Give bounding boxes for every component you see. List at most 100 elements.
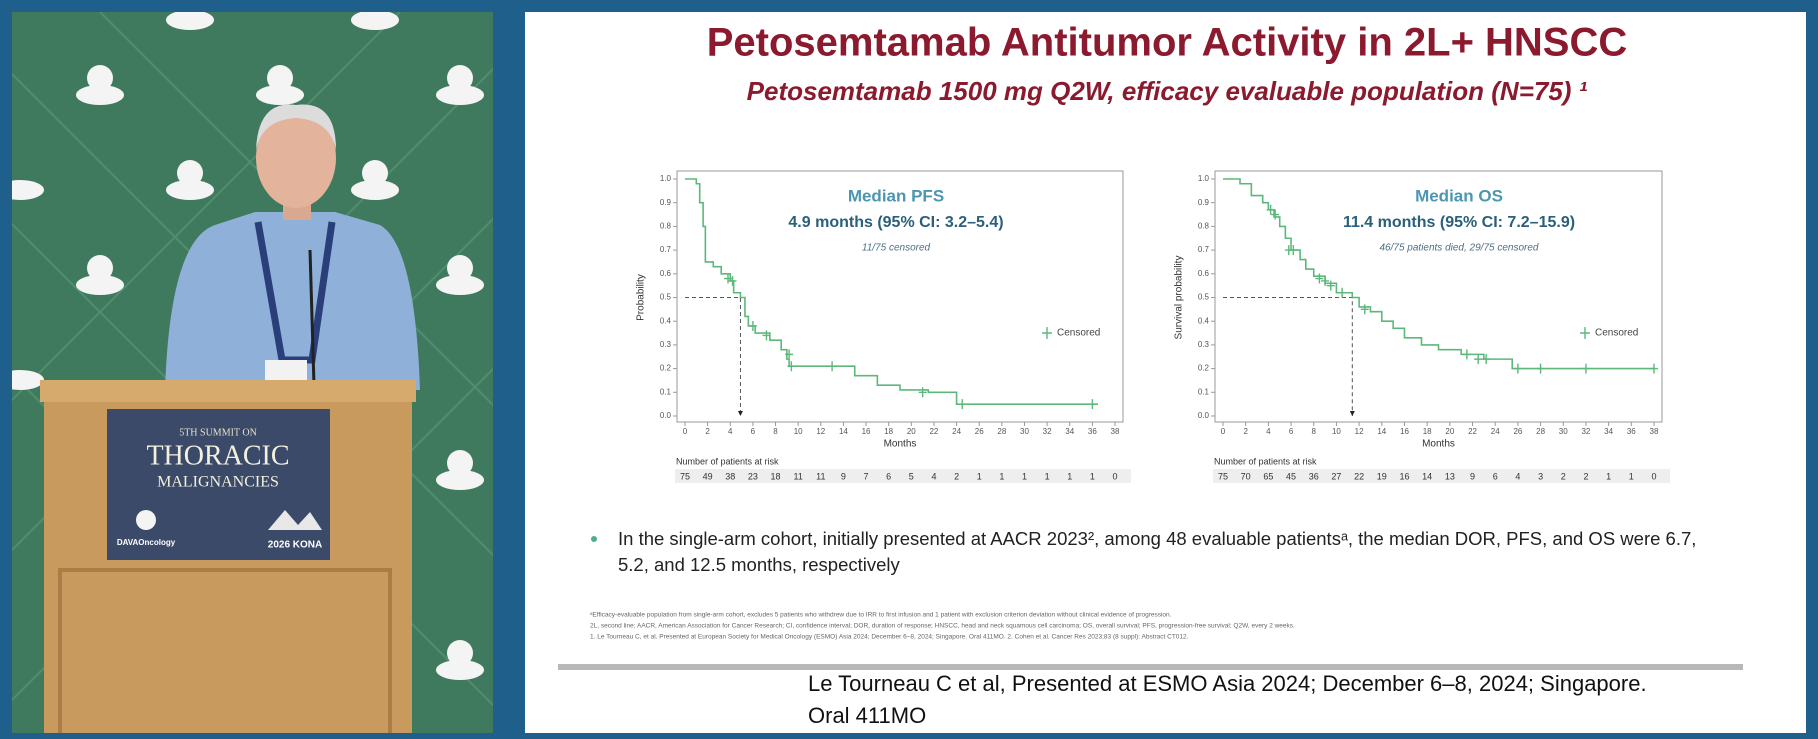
median-estimate: 4.9 months (95% CI: 3.2–5.4) <box>788 214 1003 231</box>
risk-count: 1 <box>977 471 982 481</box>
x-tick-label: 34 <box>1065 427 1074 436</box>
risk-count: 1 <box>1606 471 1611 481</box>
risk-count: 38 <box>725 471 735 481</box>
reference: Le Tourneau C et al, Presented at ESMO A… <box>808 671 1647 696</box>
x-tick-label: 26 <box>975 427 984 436</box>
sign-logo <box>136 510 156 530</box>
risk-count: 49 <box>703 471 713 481</box>
x-tick-label: 18 <box>884 427 893 436</box>
x-tick-label: 4 <box>728 427 733 436</box>
y-tick-label: 0.4 <box>660 316 672 325</box>
x-tick-label: 26 <box>1513 427 1522 436</box>
censor-mark <box>762 330 771 341</box>
censor-mark <box>1088 399 1097 410</box>
x-tick-label: 32 <box>1043 427 1052 436</box>
censor-mark <box>1271 209 1280 220</box>
censor-mark <box>1315 273 1324 284</box>
sign-text: THORACIC <box>146 440 289 471</box>
risk-count: 9 <box>841 471 846 481</box>
footnote: ᵃEfficacy-evaluable population from sing… <box>590 612 1172 619</box>
censor-mark <box>1650 363 1658 374</box>
x-tick-label: 12 <box>1355 427 1364 436</box>
y-tick-label: 1.0 <box>660 174 672 183</box>
y-tick-label: 0.3 <box>1198 340 1210 349</box>
median-heading: Median PFS <box>848 186 944 205</box>
risk-count: 2 <box>1561 471 1566 481</box>
y-axis-label: Survival probability <box>1174 256 1185 340</box>
risk-count: 1 <box>1067 471 1072 481</box>
risk-count: 75 <box>680 471 690 481</box>
bullet-text: In the single-arm cohort, initially pres… <box>618 528 1696 549</box>
y-tick-label: 0.4 <box>1198 316 1210 325</box>
risk-count: 36 <box>1309 471 1319 481</box>
risk-band <box>1213 469 1670 483</box>
censor-mark <box>1326 280 1335 291</box>
x-tick-label: 20 <box>907 427 916 436</box>
risk-count: 5 <box>909 471 914 481</box>
risk-count: 27 <box>1331 471 1341 481</box>
risk-heading: Number of patients at risk <box>1214 456 1317 466</box>
y-tick-label: 0.6 <box>1198 269 1210 278</box>
risk-count: 16 <box>1399 471 1409 481</box>
sign-mountains <box>268 510 322 530</box>
slide-subtitle: Petosemtamab 1500 mg Q2W, efficacy evalu… <box>747 76 1588 106</box>
risk-count: 2 <box>954 471 959 481</box>
x-tick-label: 34 <box>1604 427 1613 436</box>
x-tick-label: 14 <box>839 427 848 436</box>
bullet-text: 5.2, and 12.5 months, respectively <box>618 554 901 575</box>
y-tick-label: 0.0 <box>660 411 672 420</box>
risk-count: 23 <box>748 471 758 481</box>
y-tick-label: 0.5 <box>1198 293 1210 302</box>
x-tick-label: 4 <box>1266 427 1271 436</box>
median-heading: Median OS <box>1415 186 1503 205</box>
x-tick-label: 36 <box>1627 427 1636 436</box>
y-tick-label: 0.1 <box>1198 387 1210 396</box>
censor-mark <box>1482 354 1491 365</box>
plot-frame <box>1214 170 1663 423</box>
x-tick-label: 6 <box>751 427 756 436</box>
x-tick-label: 8 <box>1312 427 1317 436</box>
censor-note: 46/75 patients died, 29/75 censored <box>1379 243 1538 254</box>
risk-count: 11 <box>793 471 802 481</box>
censor-mark <box>1581 363 1590 374</box>
x-tick-label: 0 <box>1221 427 1226 436</box>
censor-mark <box>748 320 757 331</box>
censor-mark <box>958 399 967 410</box>
risk-count: 45 <box>1286 471 1296 481</box>
sign-text: DAVAOncology <box>117 538 176 547</box>
censor-mark <box>728 275 737 286</box>
risk-count: 14 <box>1422 471 1432 481</box>
slide <box>525 12 1806 733</box>
risk-count: 3 <box>1538 471 1543 481</box>
risk-heading: Number of patients at risk <box>676 456 779 466</box>
y-tick-label: 0.8 <box>660 222 672 231</box>
legend-label: Censored <box>1057 328 1100 339</box>
x-tick-label: 12 <box>816 427 825 436</box>
x-tick-label: 38 <box>1111 427 1120 436</box>
x-tick-label: 8 <box>773 427 778 436</box>
x-axis-label: Months <box>1422 439 1455 450</box>
x-tick-label: 16 <box>862 427 871 436</box>
censor-mark <box>1474 354 1483 365</box>
bullet-dot <box>591 536 597 542</box>
x-tick-label: 6 <box>1289 427 1294 436</box>
x-tick-label: 38 <box>1650 427 1659 436</box>
risk-count: 4 <box>1515 471 1520 481</box>
risk-count: 1 <box>1629 471 1634 481</box>
footnote: 2L, second line; AACR, American Associat… <box>590 623 1295 630</box>
plot-frame <box>676 170 1124 423</box>
x-tick-label: 30 <box>1559 427 1568 436</box>
risk-count: 70 <box>1241 471 1251 481</box>
x-tick-label: 24 <box>952 427 961 436</box>
x-tick-label: 28 <box>997 427 1006 436</box>
risk-count: 6 <box>886 471 891 481</box>
y-tick-label: 0.9 <box>1198 198 1210 207</box>
risk-count: 18 <box>771 471 781 481</box>
risk-count: 19 <box>1377 471 1387 481</box>
risk-count: 0 <box>1651 471 1656 481</box>
median-estimate: 11.4 months (95% CI: 7.2–15.9) <box>1343 214 1575 231</box>
footnote: 1. Le Tourneau C, et al. Presented at Eu… <box>590 634 1189 641</box>
x-tick-label: 10 <box>794 427 803 436</box>
legend-symbol <box>1042 327 1052 339</box>
